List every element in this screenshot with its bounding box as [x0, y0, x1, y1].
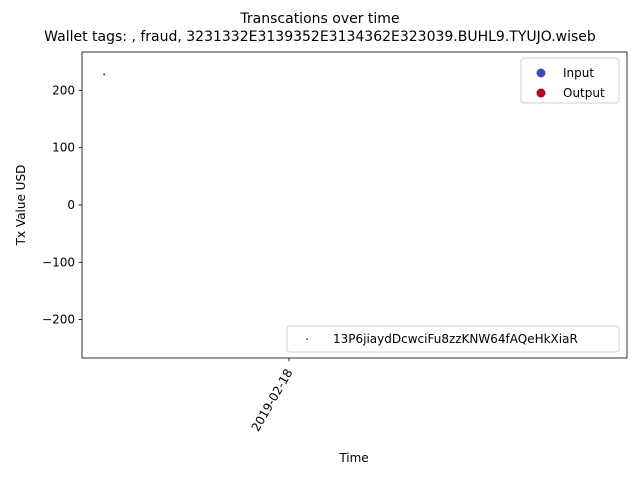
- chart-title: Transcations over time: [239, 11, 399, 27]
- legend-box: [520, 57, 620, 104]
- plot-area: −200 −100 0 100 200 2019-02-18 Input Output 13P6…: [42, 51, 628, 434]
- legend-marker: [536, 68, 546, 78]
- y-axis-label: Tx Value USD: [14, 165, 28, 247]
- y-tick-label: −100: [42, 255, 75, 269]
- y-tick-label: 100: [52, 141, 75, 155]
- data-point: [103, 73, 106, 76]
- legend-label: Input: [563, 66, 594, 80]
- legend-wallet: 13P6jiaydDcwciFu8zzKNW64fAQeHkXiaR: [286, 325, 620, 353]
- y-tick-label: 0: [67, 198, 75, 212]
- legend-label: 13P6jiaydDcwciFu8zzKNW64fAQeHkXiaR: [333, 332, 578, 346]
- legend-box: [286, 325, 620, 353]
- legend-input-output: Input Output: [520, 57, 620, 104]
- legend-marker: [306, 338, 308, 340]
- legend-label: Output: [563, 86, 605, 100]
- x-tick-label: 2019-02-18: [249, 367, 296, 434]
- y-tick-label: −200: [42, 313, 75, 327]
- y-tick-label: 200: [52, 83, 75, 97]
- x-axis-label: Time: [338, 451, 368, 465]
- legend-marker: [536, 88, 546, 98]
- chart-subtitle: Wallet tags: , fraud, 3231332E3139352E31…: [44, 29, 596, 45]
